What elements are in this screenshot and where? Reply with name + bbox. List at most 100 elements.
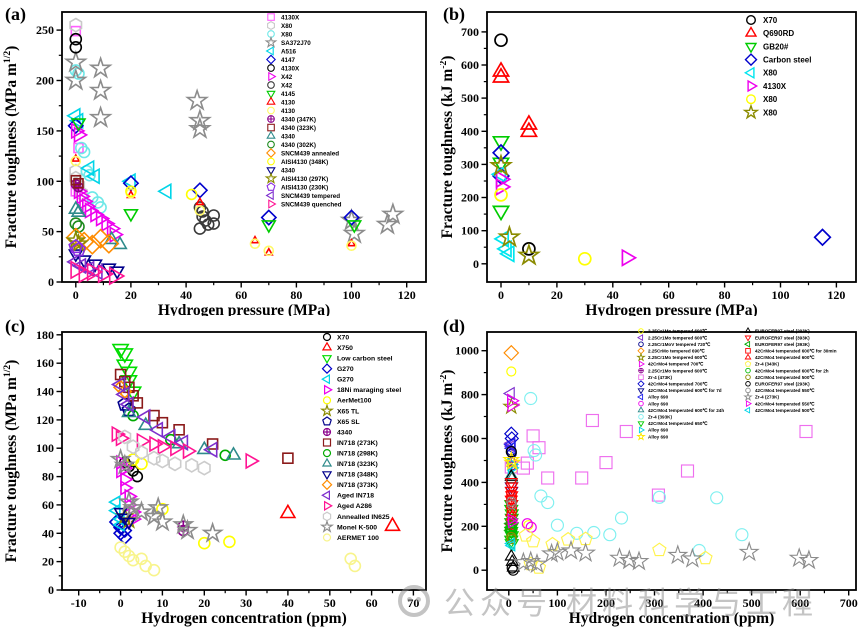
data-point-marker [619, 424, 633, 439]
legend-label: Zr-4 (473K) [648, 375, 672, 380]
data-point-marker [115, 348, 134, 364]
data-point-marker [608, 547, 631, 568]
plot-frame [486, 11, 857, 283]
data-point-marker [742, 103, 760, 120]
data-point-marker [525, 533, 541, 548]
data-point-marker [743, 406, 751, 414]
data-point-marker [118, 545, 132, 558]
panel-a-chart: 0 20 40 60 80 100 120 0 50 100 150 200 250 Hydrogen p… [2, 11, 427, 316]
x-tick-label: 40 [282, 596, 294, 610]
data-point-marker [83, 168, 96, 182]
legend-label: Aged IN718 [337, 493, 374, 500]
data-point-marker [550, 518, 564, 532]
data-point-marker [155, 453, 169, 469]
y-tick-label: 200 [36, 74, 54, 88]
data-point-marker [321, 374, 330, 385]
legend-label: Monel K-500 [337, 524, 377, 531]
legend-label: SNCM439 annealed [281, 150, 339, 157]
data-point-marker [321, 479, 333, 491]
data-point-marker [798, 549, 820, 570]
data-point-marker [599, 456, 613, 470]
data-point-marker [503, 344, 520, 361]
data-point-marker [519, 121, 538, 138]
data-point-marker [534, 489, 548, 503]
data-point-marker [73, 126, 89, 144]
y-tick-label: 700 [461, 25, 479, 39]
data-point-marker [82, 198, 97, 215]
data-point-marker [193, 222, 207, 235]
data-point-marker [504, 482, 519, 495]
data-point-marker [636, 352, 646, 362]
data-point-marker [637, 388, 645, 395]
data-point-marker [135, 552, 148, 566]
data-point-marker [136, 432, 152, 450]
legend-label: 2.25Cr1Mo tempered 600℃ [648, 367, 708, 373]
x-tick-label: 0 [498, 288, 504, 302]
y-tick-label: 400 [461, 475, 479, 489]
data-point-marker [324, 500, 333, 511]
y-tick-label: 100 [461, 224, 479, 238]
data-point-marker [206, 438, 219, 450]
data-point-marker [112, 517, 125, 532]
data-point-marker [743, 340, 751, 348]
legend-label: IN718 (373K) [337, 482, 378, 489]
x-tick-label: 80 [719, 288, 731, 302]
y-tick-label: 80 [42, 470, 54, 484]
y-tick-label: 0 [48, 275, 54, 289]
data-point-marker [343, 209, 360, 226]
y-tick-label: 400 [461, 124, 479, 138]
y-tick-label: 0 [473, 257, 479, 271]
data-point-marker [745, 348, 751, 354]
legend-label: 2.25CrMo tempered 690℃ [648, 348, 706, 354]
data-point-marker [260, 209, 278, 226]
data-point-marker [78, 264, 96, 284]
legend-label: X80 [763, 69, 778, 78]
data-point-marker [638, 368, 644, 373]
legend-label: Zr-4 (393K) [648, 415, 672, 420]
data-point-marker [503, 453, 522, 471]
data-point-marker [692, 543, 706, 558]
data-point-marker [88, 105, 113, 128]
data-point-marker [266, 130, 276, 139]
legend-label: 42CrMo4 temperated 650℃ [648, 420, 708, 426]
data-point-marker [85, 167, 100, 185]
data-point-marker [570, 526, 584, 540]
data-point-marker [187, 108, 212, 132]
data-point-marker [744, 335, 752, 342]
data-point-marker [521, 518, 533, 530]
data-point-marker [146, 495, 170, 518]
data-point-marker [157, 438, 173, 456]
data-point-marker [638, 360, 646, 368]
legend-label: 42CrMo4 temperated 600℃ for 2h [755, 367, 829, 373]
legend-label: X750 [337, 345, 353, 352]
data-point-marker [119, 395, 134, 413]
data-point-marker [585, 413, 599, 428]
data-point-marker [122, 549, 136, 563]
legend-label: X80 [763, 95, 778, 104]
legend-label: 2.25Cr1Mo tempered 600℃ [648, 334, 708, 340]
data-point-marker [147, 563, 161, 577]
x-tick-label: -10 [71, 596, 87, 610]
data-point-marker [512, 551, 535, 572]
data-point-marker [79, 159, 95, 177]
legend-label: Alloy 690 [648, 395, 669, 400]
data-point-marker [70, 203, 87, 217]
legend-label: 4147 [281, 57, 296, 64]
data-point-marker [524, 391, 538, 406]
legend-label: Q690RD [763, 29, 794, 38]
legend-label: Zr-4 (343K) [755, 362, 779, 367]
legend-label: 2.25Cr1Mo tempered 600℃ [648, 354, 708, 360]
legend-label: 42CrMo4 temperated 550℃ [755, 387, 815, 393]
data-point-marker [321, 471, 333, 481]
data-point-marker [788, 547, 810, 568]
data-point-marker [69, 32, 83, 46]
data-point-marker [541, 471, 555, 485]
data-point-marker [149, 435, 164, 453]
legend-label: X70 [763, 16, 778, 25]
data-point-marker [267, 106, 275, 115]
data-point-marker [197, 460, 211, 476]
data-point-marker [69, 17, 83, 33]
legend-label: 42CrMo4 temperated 600℃ for 24h [648, 407, 724, 413]
data-point-marker [267, 140, 275, 149]
data-point-marker [321, 457, 333, 467]
